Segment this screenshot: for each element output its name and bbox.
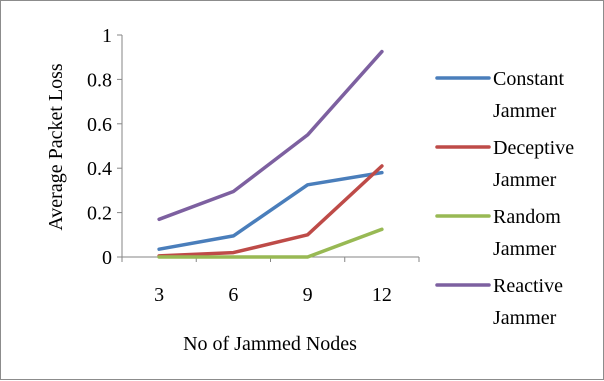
x-tick-label: 9: [303, 284, 313, 306]
y-tick-label: 0.6: [87, 114, 112, 136]
x-axis: 3 6 9 12: [121, 256, 420, 306]
y-tick-label: 1: [102, 25, 112, 47]
x-tick-label: 6: [228, 284, 238, 306]
x-axis-title: No of Jammed Nodes: [183, 333, 357, 355]
y-tick-label: 0: [102, 247, 112, 269]
x-tick-label: 3: [154, 284, 164, 306]
legend-label: Jammer: [493, 307, 557, 329]
series-line-2: [157, 164, 384, 258]
series-group: [157, 49, 384, 259]
x-tick-label: 12: [372, 284, 392, 306]
legend-item: Reactive Jammer: [435, 275, 563, 329]
legend-label: Random: [493, 206, 561, 228]
legend-label: Deceptive: [493, 137, 574, 159]
y-axis-title: Average Packet Loss: [45, 63, 67, 231]
y-axis: 0 0.2 0.4 0.6 0.8 1: [87, 25, 123, 269]
y-tick-label: 0.4: [87, 158, 112, 180]
legend-item: Deceptive Jammer: [435, 137, 574, 191]
series-line-3: [157, 227, 384, 259]
series-line-1: [157, 170, 384, 251]
legend-label: Jammer: [493, 238, 557, 260]
legend-label: Jammer: [493, 169, 557, 191]
legend-label: Constant: [493, 68, 565, 90]
legend-label: Reactive: [493, 275, 563, 297]
legend: Constant Jammer Deceptive Jammer Random Jamme…: [435, 68, 574, 329]
series-line-4: [157, 49, 384, 222]
legend-label: Jammer: [493, 100, 557, 122]
legend-item: Constant Jammer: [435, 68, 565, 122]
y-tick-label: 0.8: [87, 69, 112, 91]
legend-item: Random Jammer: [435, 206, 561, 260]
y-tick-label: 0.2: [87, 203, 112, 225]
